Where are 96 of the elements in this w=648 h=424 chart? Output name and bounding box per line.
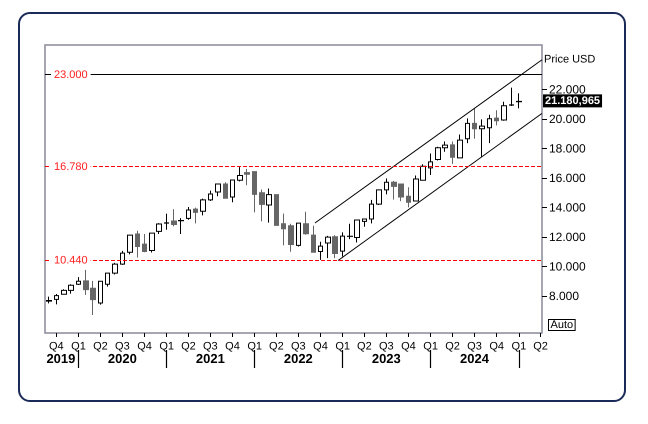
text: 21.180,965 <box>545 94 600 107</box>
x-tick-label: Q4 <box>489 340 504 352</box>
x-tick-label: Q3 <box>290 340 306 352</box>
y-tick-label: 10.000 <box>549 260 586 274</box>
candlestick <box>193 207 198 224</box>
candlestick <box>384 178 389 195</box>
x2-tick-label: 2022 <box>284 351 313 366</box>
y-tick-label: 12.000 <box>549 230 586 244</box>
x-tick-label: Q1 <box>71 340 86 352</box>
candlestick <box>369 199 374 224</box>
y-tick-label: 20.000 <box>549 112 586 126</box>
x-tick-label: Q2 <box>445 340 460 352</box>
ref-line-label: 23.000 <box>54 69 88 82</box>
candlestick <box>215 183 221 197</box>
y-axis-title: Price USD <box>544 54 596 66</box>
candlestick <box>487 114 492 144</box>
candlestick <box>142 234 147 253</box>
candlestick <box>237 166 243 182</box>
candlestick <box>479 118 485 158</box>
x-tick-label: Q3 <box>203 340 218 352</box>
x-tick-label: Q1 <box>423 340 438 352</box>
candlestick <box>296 222 301 247</box>
x-tick-label: Q1 <box>512 340 526 352</box>
x-tick-label: Q1 <box>247 340 262 352</box>
x-tick-label: Q1 <box>335 340 350 352</box>
x-tick-label: Q3 <box>115 340 130 352</box>
x-tick-label: Q4 <box>48 340 64 352</box>
candlestick <box>362 218 367 228</box>
x-tick-label: Q2 <box>93 340 108 352</box>
y-tick-label: 16.000 <box>549 170 586 185</box>
x2-tick-label: 2019 <box>46 351 76 366</box>
candlestick <box>501 101 507 122</box>
candlestick <box>223 182 228 199</box>
ref-line-label: 10.440 <box>54 254 88 267</box>
candlestick <box>288 223 294 252</box>
candlestick <box>135 230 140 258</box>
candlestick <box>281 213 286 246</box>
x2-tick-label: 2024 <box>460 351 490 366</box>
candlestick <box>98 280 103 306</box>
candlestick <box>156 222 162 235</box>
candlestick <box>516 92 522 109</box>
x-tick-label: Q4 <box>137 340 152 352</box>
candlestick <box>340 232 345 257</box>
x-tick-label: Q2 <box>357 340 372 352</box>
candlestick <box>46 296 52 304</box>
candlestick <box>200 198 206 216</box>
candlestick <box>76 276 81 286</box>
x-tick-label: Q3 <box>467 340 482 352</box>
candlestick <box>318 241 323 260</box>
candlestick <box>178 218 184 235</box>
candlestick <box>208 190 213 202</box>
x-tick-label: Q3 <box>378 340 394 352</box>
candlestick <box>112 262 118 276</box>
candlestick <box>428 153 433 176</box>
candlestick <box>494 110 499 126</box>
candlestick <box>266 188 272 224</box>
candlestick <box>332 234 338 259</box>
candlestick <box>450 140 455 164</box>
candlestick <box>311 225 316 253</box>
candlestick <box>457 134 463 158</box>
candlestick <box>171 208 177 227</box>
candlestick <box>164 213 169 230</box>
candlestick <box>376 189 382 206</box>
y-tick-label: 22.000 <box>549 82 586 96</box>
candlestick <box>259 189 265 222</box>
x-tick-label: Q2 <box>269 340 284 352</box>
candlestick <box>325 235 331 259</box>
candlestick <box>54 294 59 305</box>
candlestick <box>465 118 470 144</box>
y-tick-label: 8.000 <box>549 289 580 304</box>
candlestick <box>509 87 514 106</box>
candlestick <box>472 108 477 140</box>
candlestick <box>252 171 257 213</box>
candlestick <box>186 206 191 220</box>
candlestick <box>149 232 155 254</box>
y-tick-label: 18.000 <box>549 141 586 156</box>
x-tick-label: Q1 <box>159 340 174 352</box>
candlestick <box>406 186 411 208</box>
candlestick <box>120 250 125 266</box>
x-tick-label: Q2 <box>533 340 548 352</box>
candlestick <box>303 211 309 236</box>
x-tick-label: Q4 <box>401 340 416 352</box>
x-tick-label: Q4 <box>313 340 328 352</box>
x-tick-label: Q2 <box>181 340 196 352</box>
ref-line-label: 16.780 <box>54 160 88 173</box>
text: Auto <box>550 319 574 331</box>
candlestick <box>244 168 250 186</box>
x2-tick-label: 2023 <box>372 351 401 366</box>
candlestick <box>274 194 279 226</box>
candlestick <box>127 234 133 255</box>
x2-tick-label: 2021 <box>196 351 225 366</box>
candlestick <box>230 179 235 203</box>
candlestick <box>105 272 110 288</box>
x-tick-label: Q4 <box>225 340 240 352</box>
x2-tick-label: 2020 <box>108 351 137 366</box>
y-tick-label: 14.000 <box>549 200 586 214</box>
